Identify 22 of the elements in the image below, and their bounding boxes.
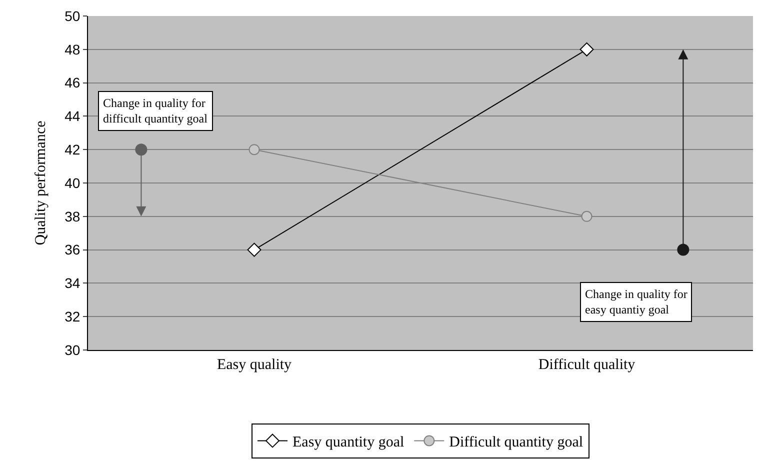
x-tick-label: Easy quality: [216, 357, 292, 373]
y-tick-label: 32: [64, 308, 80, 324]
legend-label: Difficult quantity goal: [449, 434, 584, 451]
y-tick-label: 38: [64, 208, 80, 224]
y-tick-label: 34: [64, 275, 80, 292]
point: [248, 144, 260, 156]
point: [581, 210, 592, 222]
y-tick-label: 48: [64, 41, 80, 58]
annotation: Change in quality for easy quantiy goal: [585, 287, 688, 317]
y-tick-label: 50: [64, 8, 80, 24]
y-tick-label: 46: [64, 74, 80, 91]
annotation: Change in quality for difficult quantity goal: [103, 96, 208, 126]
y-tick-label: 30: [64, 342, 80, 358]
point: [580, 42, 594, 56]
x-tick-label: Difficult quality: [538, 357, 636, 373]
y-axis-title: Quality performance: [32, 120, 49, 246]
point: [247, 242, 262, 257]
y-tick-label: 40: [64, 174, 80, 191]
y-tick-label: 36: [64, 242, 80, 258]
y-tick-label: 42: [64, 142, 80, 158]
y-tick-label: 44: [64, 108, 80, 124]
legend-label: Easy quantity goal: [292, 434, 404, 451]
